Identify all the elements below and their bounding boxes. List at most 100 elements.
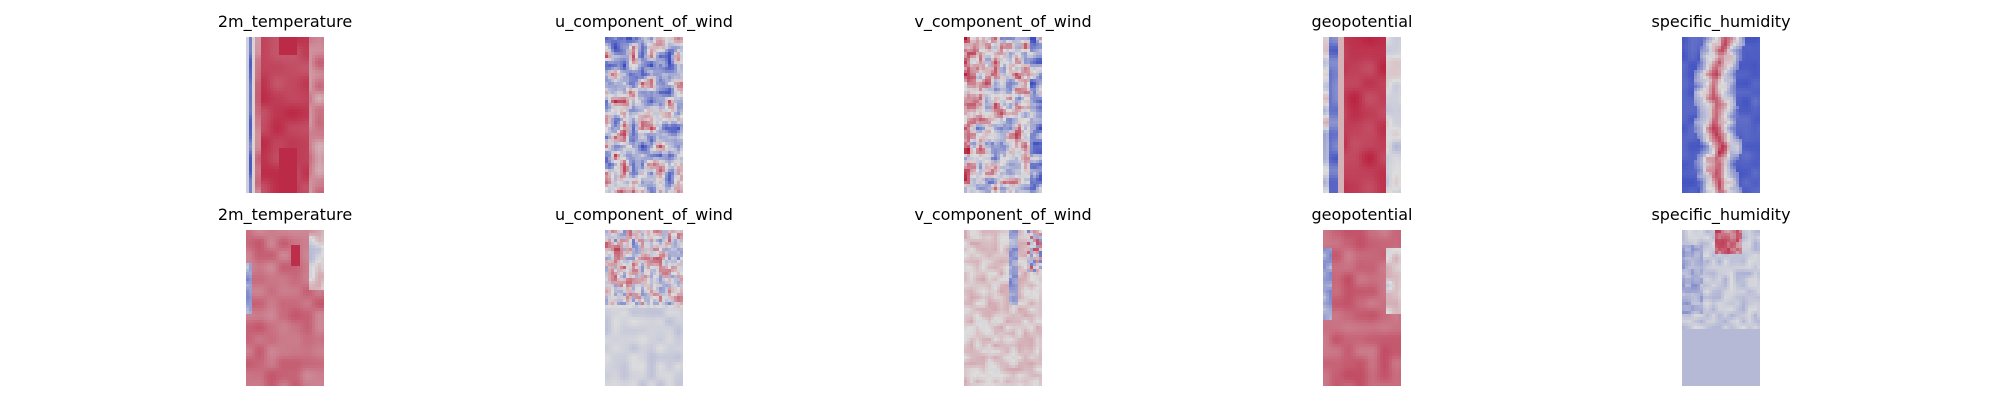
heatmap-cell bbox=[1009, 130, 1012, 133]
heatmap-cell bbox=[1036, 76, 1039, 79]
heatmap-cell bbox=[1027, 46, 1030, 49]
heatmap-cell bbox=[312, 124, 315, 127]
heatmap-cell bbox=[611, 79, 614, 82]
heatmap-cell bbox=[641, 82, 644, 85]
heatmap-cell bbox=[1024, 52, 1027, 55]
heatmap-cell bbox=[1006, 100, 1009, 103]
heatmap-cell bbox=[671, 145, 674, 148]
heatmap-cell bbox=[294, 79, 297, 82]
heatmap-cell bbox=[982, 145, 985, 148]
heatmap-cell bbox=[285, 112, 288, 115]
heatmap-cell bbox=[1033, 40, 1036, 43]
heatmap-cell bbox=[1347, 49, 1350, 52]
heatmap-cell bbox=[1033, 85, 1036, 88]
heatmap-cell bbox=[1350, 124, 1353, 127]
heatmap-cell bbox=[1389, 82, 1392, 85]
heatmap-cell bbox=[979, 61, 982, 64]
heatmap-cell bbox=[1021, 169, 1024, 172]
heatmap-cell bbox=[294, 61, 297, 64]
heatmap-cell bbox=[264, 139, 267, 142]
heatmap-cell bbox=[1323, 88, 1326, 91]
heatmap-cell bbox=[1350, 46, 1353, 49]
heatmap-cell bbox=[1039, 175, 1042, 178]
heatmap-cell bbox=[303, 133, 306, 136]
heatmap-cell bbox=[273, 61, 276, 64]
heatmap-cell bbox=[967, 37, 970, 40]
heatmap-cell bbox=[1365, 85, 1368, 88]
heatmap-cell bbox=[976, 40, 979, 43]
heatmap-cell bbox=[659, 73, 662, 76]
heatmap-cell bbox=[300, 178, 303, 181]
heatmap-cell bbox=[1012, 124, 1015, 127]
heatmap-cell bbox=[1012, 82, 1015, 85]
heatmap-cell bbox=[1323, 76, 1326, 79]
heatmap-cell bbox=[1377, 118, 1380, 121]
heatmap-cell bbox=[659, 94, 662, 97]
heatmap-cell bbox=[662, 172, 665, 175]
heatmap-cell bbox=[1039, 61, 1042, 64]
heatmap-cell bbox=[647, 82, 650, 85]
heatmap-cell bbox=[1036, 151, 1039, 154]
heatmap-cell bbox=[632, 163, 635, 166]
heatmap-cell bbox=[1323, 121, 1326, 124]
heatmap-cell bbox=[291, 43, 294, 46]
heatmap-cell bbox=[964, 103, 967, 106]
heatmap-cell bbox=[321, 64, 324, 67]
heatmap-cell bbox=[258, 169, 261, 172]
heatmap-cell bbox=[294, 184, 297, 187]
heatmap-cell bbox=[258, 154, 261, 157]
heatmap-cell bbox=[665, 64, 668, 67]
heatmap-cell bbox=[976, 61, 979, 64]
heatmap-cell bbox=[671, 100, 674, 103]
heatmap-cell bbox=[632, 190, 635, 193]
heatmap-cell bbox=[605, 49, 608, 52]
heatmap-cell bbox=[1395, 46, 1398, 49]
heatmap-cell bbox=[982, 109, 985, 112]
heatmap-cell bbox=[1353, 58, 1356, 61]
heatmap-cell bbox=[291, 169, 294, 172]
heatmap-cell bbox=[267, 64, 270, 67]
heatmap-cell bbox=[306, 37, 309, 40]
heatmap-cell bbox=[677, 148, 680, 151]
heatmap-cell bbox=[246, 37, 249, 40]
heatmap-cell bbox=[1015, 67, 1018, 70]
heatmap-cell bbox=[1374, 118, 1377, 121]
heatmap-cell bbox=[291, 190, 294, 193]
heatmap-cell bbox=[626, 76, 629, 79]
heatmap-cell bbox=[1398, 115, 1401, 118]
heatmap-cell bbox=[321, 112, 324, 115]
heatmap-cell bbox=[1015, 49, 1018, 52]
heatmap-cell bbox=[650, 121, 653, 124]
heatmap-cell bbox=[1021, 133, 1024, 136]
heatmap-cell bbox=[1009, 175, 1012, 178]
heatmap-cell bbox=[967, 118, 970, 121]
heatmap-cell bbox=[626, 88, 629, 91]
heatmap-cell bbox=[1353, 100, 1356, 103]
heatmap-cell bbox=[300, 55, 303, 58]
heatmap-cell bbox=[1332, 76, 1335, 79]
heatmap-cell bbox=[671, 118, 674, 121]
heatmap-cell bbox=[1362, 37, 1365, 40]
heatmap-cell bbox=[680, 136, 683, 139]
heatmap-cell bbox=[620, 181, 623, 184]
heatmap-cell bbox=[629, 73, 632, 76]
heatmap-cell bbox=[1332, 55, 1335, 58]
heatmap-cell bbox=[617, 154, 620, 157]
heatmap-cell bbox=[1398, 82, 1401, 85]
heatmap-cell bbox=[1332, 139, 1335, 142]
heatmap-cell bbox=[671, 190, 674, 193]
heatmap-cell bbox=[1350, 100, 1353, 103]
heatmap-cell bbox=[1027, 130, 1030, 133]
heatmap-cell bbox=[662, 49, 665, 52]
heatmap-cell bbox=[309, 40, 312, 43]
heatmap-cell bbox=[282, 175, 285, 178]
heatmap-cell bbox=[967, 70, 970, 73]
heatmap-cell bbox=[300, 43, 303, 46]
heatmap-cell bbox=[1356, 91, 1359, 94]
heatmap-cell bbox=[680, 49, 683, 52]
heatmap-cell bbox=[979, 70, 982, 73]
heatmap-cell bbox=[967, 61, 970, 64]
heatmap-cell bbox=[276, 40, 279, 43]
heatmap-cell bbox=[282, 70, 285, 73]
heatmap-cell bbox=[650, 175, 653, 178]
